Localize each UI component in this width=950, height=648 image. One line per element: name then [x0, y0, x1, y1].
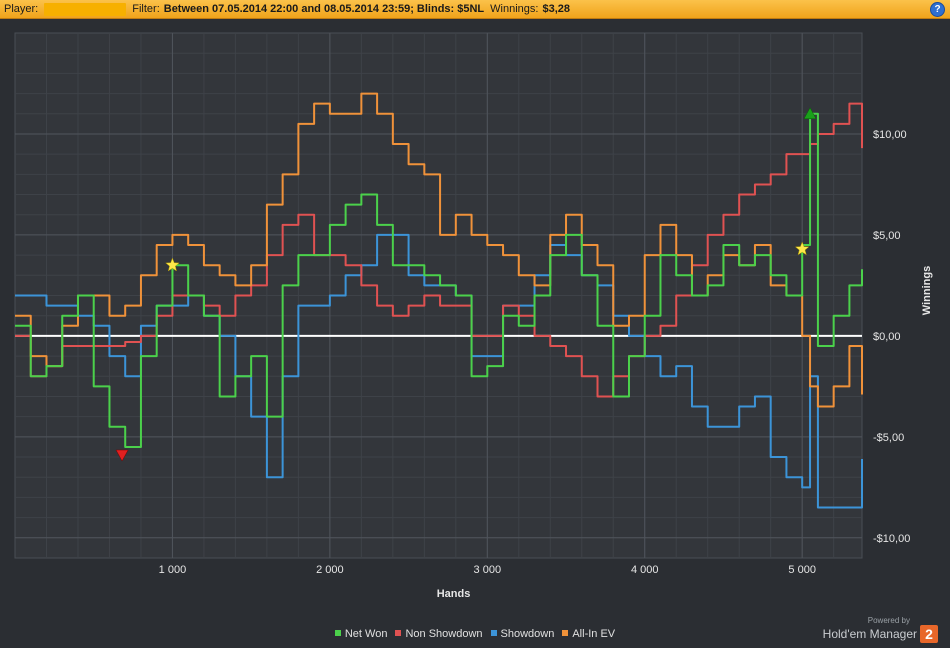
star-marker — [794, 241, 810, 256]
x-tick-label: 3 000 — [474, 564, 502, 576]
product-name: Hold'em Manager — [822, 626, 917, 641]
max-marker-triangle — [803, 107, 817, 120]
help-icon[interactable]: ? — [930, 2, 945, 17]
y-axis-title: Winnings — [921, 266, 933, 315]
series-line-net-won — [15, 112, 863, 448]
legend-item[interactable]: Net Won — [334, 628, 388, 640]
y-tick-label: $10,00 — [873, 129, 907, 141]
x-tick-label: 2 000 — [316, 564, 344, 576]
player-label: Player: — [4, 3, 39, 15]
filter-value: Between 07.05.2014 22:00 and 08.05.2014 … — [163, 3, 485, 15]
legend-item[interactable]: Non Showdown — [395, 628, 483, 640]
legend-label: Net Won — [344, 628, 388, 640]
star-marker — [165, 257, 180, 272]
branding: Powered by Hold'em Manager 2 — [823, 616, 938, 643]
x-tick-label: 5 000 — [788, 564, 816, 576]
legend-swatch — [490, 630, 497, 637]
legend-label: All-In EV — [572, 628, 616, 640]
x-axis-title: Hands — [437, 588, 471, 600]
legend-swatch — [334, 630, 341, 637]
x-tick-label: 1 000 — [159, 564, 187, 576]
filter-label: Filter: — [132, 3, 160, 15]
player-name-field[interactable] — [44, 2, 127, 16]
product-logo-icon: 2 — [920, 624, 938, 643]
legend-label: Showdown — [500, 628, 555, 640]
filter-bar: Player: Filter: Between 07.05.2014 22:00… — [0, 0, 950, 19]
chart-legend: Net Won Non Showdown Showdown All-In EV — [0, 628, 950, 640]
winnings-label: Winnings: — [490, 3, 539, 15]
y-tick-label: $0,00 — [873, 331, 901, 343]
y-tick-label: -$10,00 — [873, 533, 910, 545]
powered-by-text: Powered by — [867, 615, 910, 625]
legend-label: Non Showdown — [405, 628, 483, 640]
winnings-chart: 1 000 2 000 3 000 4 000 5 000 $10,00 $5,00 $0,0… — [14, 32, 933, 600]
x-tick-label: 4 000 — [631, 564, 659, 576]
legend-swatch — [395, 630, 402, 637]
y-tick-label: -$5,00 — [873, 432, 904, 444]
legend-swatch — [562, 630, 569, 637]
winnings-value: $3,28 — [542, 3, 570, 15]
legend-item[interactable]: All-In EV — [562, 628, 615, 640]
legend-item[interactable]: Showdown — [490, 628, 555, 640]
min-marker-triangle — [115, 449, 129, 462]
y-tick-label: $5,00 — [873, 230, 901, 242]
